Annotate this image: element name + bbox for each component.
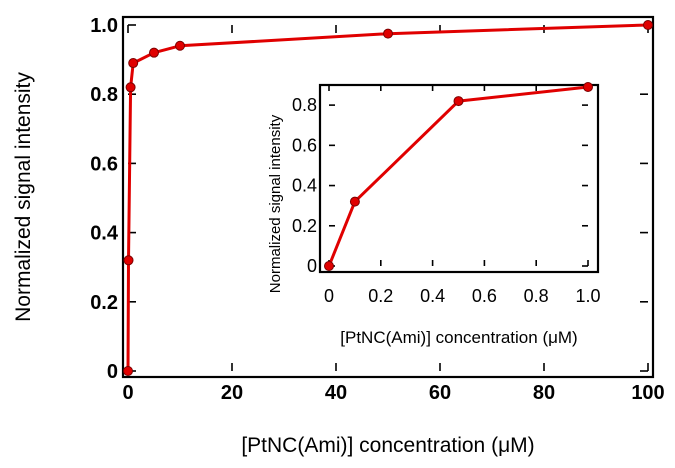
main-data-point [383,28,393,39]
inset-y-tick-label: 0.8 [292,95,317,115]
inset-y-tick-label: 0.6 [292,135,317,155]
main-data-point [123,255,134,266]
main-tick-labels: 0 20 40 60 80 100 0 0.2 0.4 0.6 0.8 1.0 [90,15,665,404]
main-plot: 0 20 40 60 80 100 0 0.2 0.4 0.6 0.8 1.0 [PtNC(Ami)]… [12,15,665,457]
main-y-tick-label: 0.2 [90,292,118,314]
main-series [123,20,653,376]
inset-y-tick-label: 0.2 [292,216,317,236]
main-x-tick-label: 0 [122,382,133,404]
main-data-point [123,366,133,376]
inset-background [290,80,610,325]
inset-x-tick-label: 0.4 [420,286,445,306]
inset-x-tick-label: 0.6 [472,286,497,306]
main-x-tick-label: 100 [631,382,664,404]
main-data-point [175,40,185,51]
inset-data-point [453,96,464,107]
main-x-tick-label: 60 [429,382,451,404]
main-data-point [125,82,136,93]
main-y-tick-label: 0.6 [90,153,118,175]
inset-plot: 0 0.2 0.4 0.6 0.8 1.0 0 0.2 0.4 0.6 0.8 [PtNC(Ami)… [267,80,610,347]
inset-series-line [327,85,589,267]
main-x-tick-label: 40 [325,382,347,404]
main-y-tick-label: 0.4 [90,223,119,245]
inset-data-point [583,82,593,93]
inset-data-point [324,261,334,271]
main-y-axis-label: Normalized signal intensity [12,72,35,322]
main-data-point [128,58,139,69]
main-data-point [149,47,159,58]
inset-x-axis-label: [PtNC(Ami)] concentration (μM) [340,328,577,347]
main-y-tick-label: 0 [107,361,118,383]
main-series-line [126,23,649,372]
inset-x-tick-label: 0 [324,286,334,306]
inset-tick-labels: 0 0.2 0.4 0.6 0.8 1.0 0 0.2 0.4 0.6 0.8 [292,95,601,306]
inset-y-axis-label: Normalized signal intensity [267,114,284,293]
inset-y-tick-label: 0 [307,256,317,276]
inset-x-tick-label: 0.2 [368,286,393,306]
main-y-tick-label: 1.0 [90,15,118,37]
main-x-axis-label: [PtNC(Ami)] concentration (μM) [241,434,534,457]
inset-plot-frame [318,83,600,274]
inset-x-tick-label: 0.8 [524,286,549,306]
inset-x-tick-label: 1.0 [575,286,600,306]
main-x-tick-label: 80 [533,382,555,404]
main-x-tick-label: 20 [221,382,243,404]
inset-data-point [349,196,360,207]
main-y-tick-label: 0.8 [90,84,118,106]
main-data-point [643,20,653,30]
inset-y-tick-label: 0.4 [292,176,317,196]
main-plot-frame [121,15,655,379]
inset-series [324,82,593,271]
